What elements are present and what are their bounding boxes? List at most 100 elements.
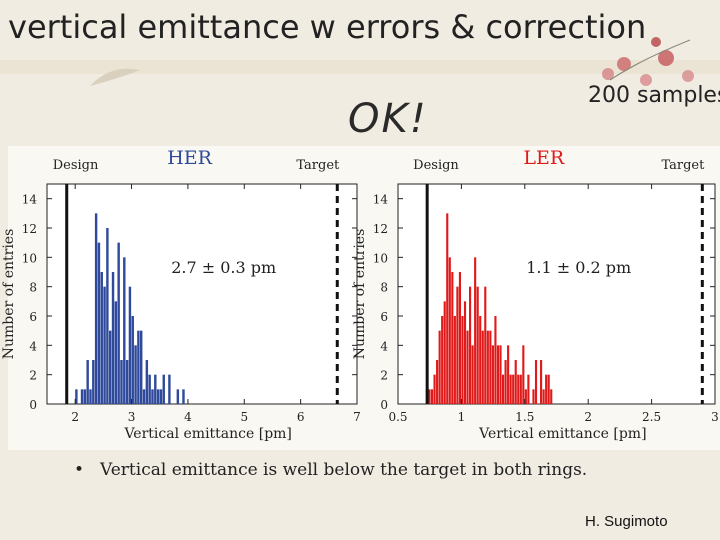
histogram-bar xyxy=(148,374,151,404)
histogram-bar xyxy=(92,360,95,404)
histogram-bar xyxy=(156,389,160,404)
histogram-bar xyxy=(151,389,154,404)
ler-histogram: 0 2 4 6 8 10 12 14 0.5 1 1.5 2 2.5 3 Design Target LER 1.… xyxy=(352,147,719,442)
histogram-bar xyxy=(142,389,146,404)
histogram-bar xyxy=(441,316,444,404)
histogram-bar xyxy=(159,389,163,404)
y-tick-label: 10 xyxy=(22,251,37,265)
y-tick-label: 4 xyxy=(29,339,37,353)
histogram-bar xyxy=(433,374,436,404)
histogram-bar xyxy=(469,286,472,404)
histogram-bar xyxy=(80,389,84,404)
histogram-bar xyxy=(100,272,103,404)
histogram-bar xyxy=(448,257,451,404)
x-axis-label: Vertical emittance [pm] xyxy=(478,426,646,442)
y-tick-label: 4 xyxy=(380,339,388,353)
x-tick-label: 3 xyxy=(711,410,719,424)
histogram-bar xyxy=(111,272,115,404)
histogram-charts: 0 2 4 6 8 10 12 14 2 3 4 5 6 7 Design Target HER 2.7 ± 0.… xyxy=(1,146,720,450)
target-label: Target xyxy=(661,158,705,173)
x-tick-label: 4 xyxy=(184,410,192,424)
y-tick-label: 8 xyxy=(29,281,37,295)
histogram-bar xyxy=(496,345,500,404)
y-tick-label: 2 xyxy=(29,369,37,383)
histogram-bar xyxy=(131,316,134,404)
histogram-bar xyxy=(494,316,497,404)
y-tick-label: 6 xyxy=(29,310,37,324)
histogram-bar xyxy=(86,360,89,404)
histogram-bar xyxy=(168,374,171,404)
y-tick-label: 8 xyxy=(380,281,388,295)
design-label: Design xyxy=(413,158,459,173)
histogram-bar xyxy=(162,374,165,404)
x-tick-label: 3 xyxy=(128,410,136,424)
x-tick-label: 5 xyxy=(240,410,248,424)
histogram-bar xyxy=(517,374,520,404)
leaf-decoration xyxy=(90,68,140,86)
histogram-bar xyxy=(453,316,456,404)
y-tick-label: 2 xyxy=(380,369,388,383)
samples-label: 200 samples xyxy=(588,83,720,108)
histogram-bar xyxy=(140,330,143,404)
histogram-bar xyxy=(134,345,137,404)
histogram-bar xyxy=(430,389,434,404)
bullet-text: Vertical emittance is well below the tar… xyxy=(100,460,588,480)
x-axis-label: Vertical emittance [pm] xyxy=(123,426,291,442)
histogram-bar xyxy=(463,301,467,404)
x-tick-label: 1.5 xyxy=(515,410,534,424)
histogram-bar xyxy=(512,374,515,404)
y-tick-label: 0 xyxy=(380,398,388,412)
y-tick-label: 14 xyxy=(22,193,38,207)
histogram-bar xyxy=(443,301,446,404)
x-tick-label: 2 xyxy=(584,410,592,424)
chart-title: HER xyxy=(167,147,212,169)
histogram-bar xyxy=(547,374,550,404)
histogram-bar xyxy=(89,389,92,404)
histogram-bar xyxy=(501,374,505,404)
histogram-bar xyxy=(103,286,106,404)
y-tick-label: 12 xyxy=(22,222,37,236)
histogram-bar xyxy=(436,360,439,404)
bullet-dot: • xyxy=(74,460,85,480)
x-tick-label: 7 xyxy=(353,410,361,424)
ok-label: OK! xyxy=(348,96,428,142)
histogram-bar xyxy=(125,360,129,404)
y-tick-label: 0 xyxy=(29,398,37,412)
chart-annotation: 1.1 ± 0.2 pm xyxy=(526,258,631,277)
histogram-bar xyxy=(145,360,149,404)
slide-title: vertical emittance w errors & correction xyxy=(8,8,647,46)
histogram-bar xyxy=(491,345,494,404)
histogram-bar xyxy=(428,389,431,404)
histogram-bar xyxy=(176,389,180,404)
x-tick-label: 6 xyxy=(297,410,305,424)
background-band xyxy=(0,60,720,74)
histogram-bar xyxy=(458,272,461,404)
histogram-bar xyxy=(504,360,507,404)
histogram-bar xyxy=(438,330,441,404)
y-tick-label: 14 xyxy=(373,193,389,207)
histogram-bar xyxy=(474,257,477,404)
x-tick-label: 0.5 xyxy=(388,410,407,424)
histogram-bar xyxy=(123,257,126,404)
histogram-bar xyxy=(479,316,482,404)
histogram-bar xyxy=(94,213,98,404)
histogram-bar xyxy=(527,374,530,404)
histogram-bar xyxy=(128,286,132,404)
histogram-bar xyxy=(509,374,512,404)
design-label: Design xyxy=(53,158,99,173)
histogram-bar xyxy=(486,330,489,404)
histogram-bar xyxy=(489,330,492,404)
histogram-bar xyxy=(499,345,502,404)
y-tick-label: 12 xyxy=(373,222,388,236)
y-tick-label: 6 xyxy=(380,310,388,324)
histogram-bar xyxy=(524,389,527,404)
histogram-bar xyxy=(120,360,123,404)
histogram-bar xyxy=(451,272,454,404)
chart-annotation: 2.7 ± 0.3 pm xyxy=(171,258,276,277)
histogram-bar xyxy=(540,360,543,404)
y-axis-label: Number of entries xyxy=(352,229,368,360)
histogram-bar xyxy=(471,345,474,404)
histogram-bar xyxy=(532,389,535,404)
histogram-bar xyxy=(182,389,185,404)
histogram-bar xyxy=(545,374,548,404)
